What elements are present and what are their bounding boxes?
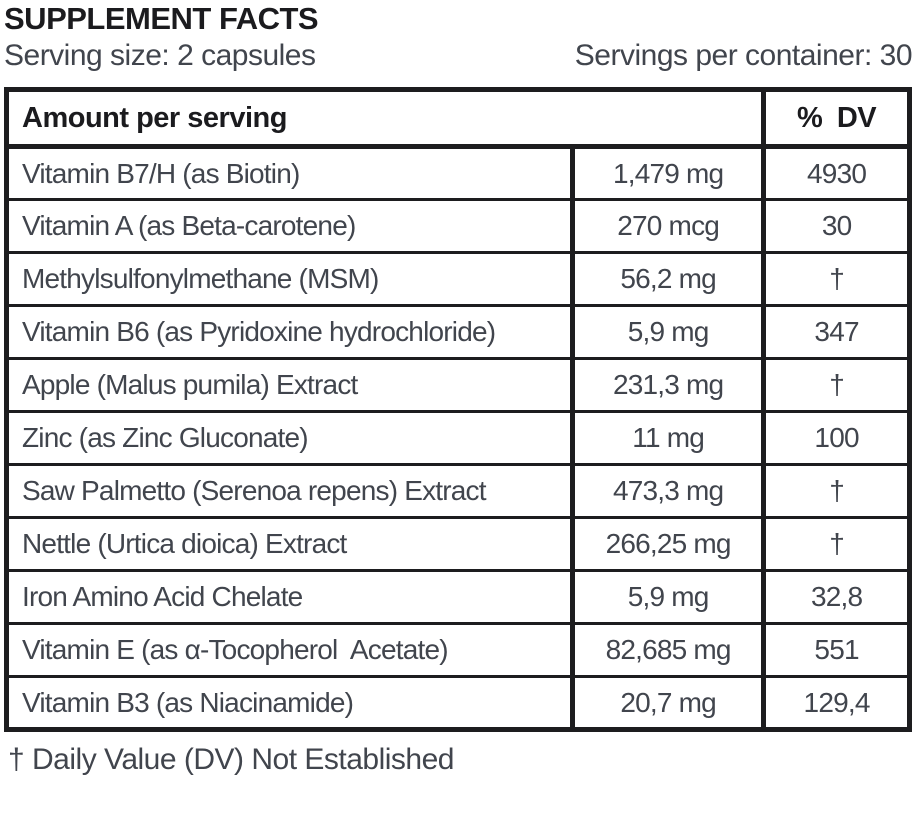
- ingredient-name: Nettle (Urtica dioica) Extract: [6, 517, 573, 572]
- ingredient-percent-dv: 4930: [761, 146, 910, 201]
- ingredient-percent-dv: †: [761, 517, 910, 572]
- ingredient-amount: 270 mcg: [570, 199, 764, 254]
- ingredient-percent-dv: 347: [761, 305, 910, 360]
- ingredient-percent-dv: 30: [761, 199, 910, 254]
- ingredient-name: Zinc (as Zinc Gluconate): [6, 411, 573, 466]
- table-row: Vitamin B3 (as Niacinamide) 20,7 mg 129,…: [6, 676, 910, 731]
- table-row: Nettle (Urtica dioica) Extract 266,25 mg…: [6, 517, 910, 572]
- ingredient-name: Vitamin E (as α-Tocopherol Acetate): [6, 623, 573, 678]
- ingredient-amount: 473,3 mg: [570, 464, 764, 519]
- ingredient-percent-dv: †: [761, 464, 910, 519]
- ingredient-name: Iron Amino Acid Chelate: [6, 570, 573, 625]
- table-row: Iron Amino Acid Chelate 5,9 mg 32,8: [6, 570, 910, 625]
- table-row: Vitamin B7/H (as Biotin) 1,479 mg 4930: [6, 146, 910, 201]
- ingredient-name: Vitamin A (as Beta-carotene): [6, 199, 573, 254]
- serving-info-row: Serving size: 2 capsules Servings per co…: [4, 38, 913, 74]
- table-row: Saw Palmetto (Serenoa repens) Extract 47…: [6, 464, 910, 519]
- ingredient-amount: 82,685 mg: [570, 623, 764, 678]
- ingredient-percent-dv: †: [761, 358, 910, 413]
- table-header-row: Amount per serving % DV: [6, 89, 910, 149]
- ingredient-amount: 5,9 mg: [570, 570, 764, 625]
- table-row: Apple (Malus pumila) Extract 231,3 mg †: [6, 358, 910, 413]
- ingredient-percent-dv: †: [761, 252, 910, 307]
- ingredient-percent-dv: 551: [761, 623, 910, 678]
- ingredient-name: Vitamin B6 (as Pyridoxine hydrochloride): [6, 305, 573, 360]
- ingredient-name: Methylsulfonylmethane (MSM): [6, 252, 573, 307]
- ingredient-amount: 1,479 mg: [570, 146, 764, 201]
- ingredient-name: Vitamin B3 (as Niacinamide): [6, 676, 573, 731]
- facts-table-body: Vitamin B7/H (as Biotin) 1,479 mg 4930 V…: [6, 146, 910, 731]
- ingredient-amount: 5,9 mg: [570, 305, 764, 360]
- ingredient-amount: 11 mg: [570, 411, 764, 466]
- ingredient-name: Apple (Malus pumila) Extract: [6, 358, 573, 413]
- ingredient-amount: 56,2 mg: [570, 252, 764, 307]
- servings-per-container-text: Servings per container: 30: [574, 39, 913, 72]
- ingredient-name: Saw Palmetto (Serenoa repens) Extract: [6, 464, 573, 519]
- table-row: Vitamin B6 (as Pyridoxine hydrochloride)…: [6, 305, 910, 360]
- table-row: Vitamin A (as Beta-carotene) 270 mcg 30: [6, 199, 910, 254]
- ingredient-amount: 266,25 mg: [570, 517, 764, 572]
- supplement-facts-table: Amount per serving % DV Vitamin B7/H (as…: [4, 87, 912, 732]
- ingredient-amount: 20,7 mg: [570, 676, 764, 731]
- serving-size-text: Serving size: 2 capsules: [4, 39, 316, 72]
- label-title: SUPPLEMENT FACTS: [4, 1, 319, 36]
- percent-dv-header: % DV: [761, 89, 910, 149]
- amount-per-serving-header: Amount per serving: [6, 89, 764, 149]
- ingredient-name: Vitamin B7/H (as Biotin): [6, 146, 573, 201]
- table-row: Zinc (as Zinc Gluconate) 11 mg 100: [6, 411, 910, 466]
- table-row: Vitamin E (as α-Tocopherol Acetate) 82,6…: [6, 623, 910, 678]
- ingredient-amount: 231,3 mg: [570, 358, 764, 413]
- ingredient-percent-dv: 32,8: [761, 570, 910, 625]
- table-row: Methylsulfonylmethane (MSM) 56,2 mg †: [6, 252, 910, 307]
- dv-footnote: † Daily Value (DV) Not Established: [8, 743, 454, 776]
- ingredient-percent-dv: 100: [761, 411, 910, 466]
- ingredient-percent-dv: 129,4: [761, 676, 910, 731]
